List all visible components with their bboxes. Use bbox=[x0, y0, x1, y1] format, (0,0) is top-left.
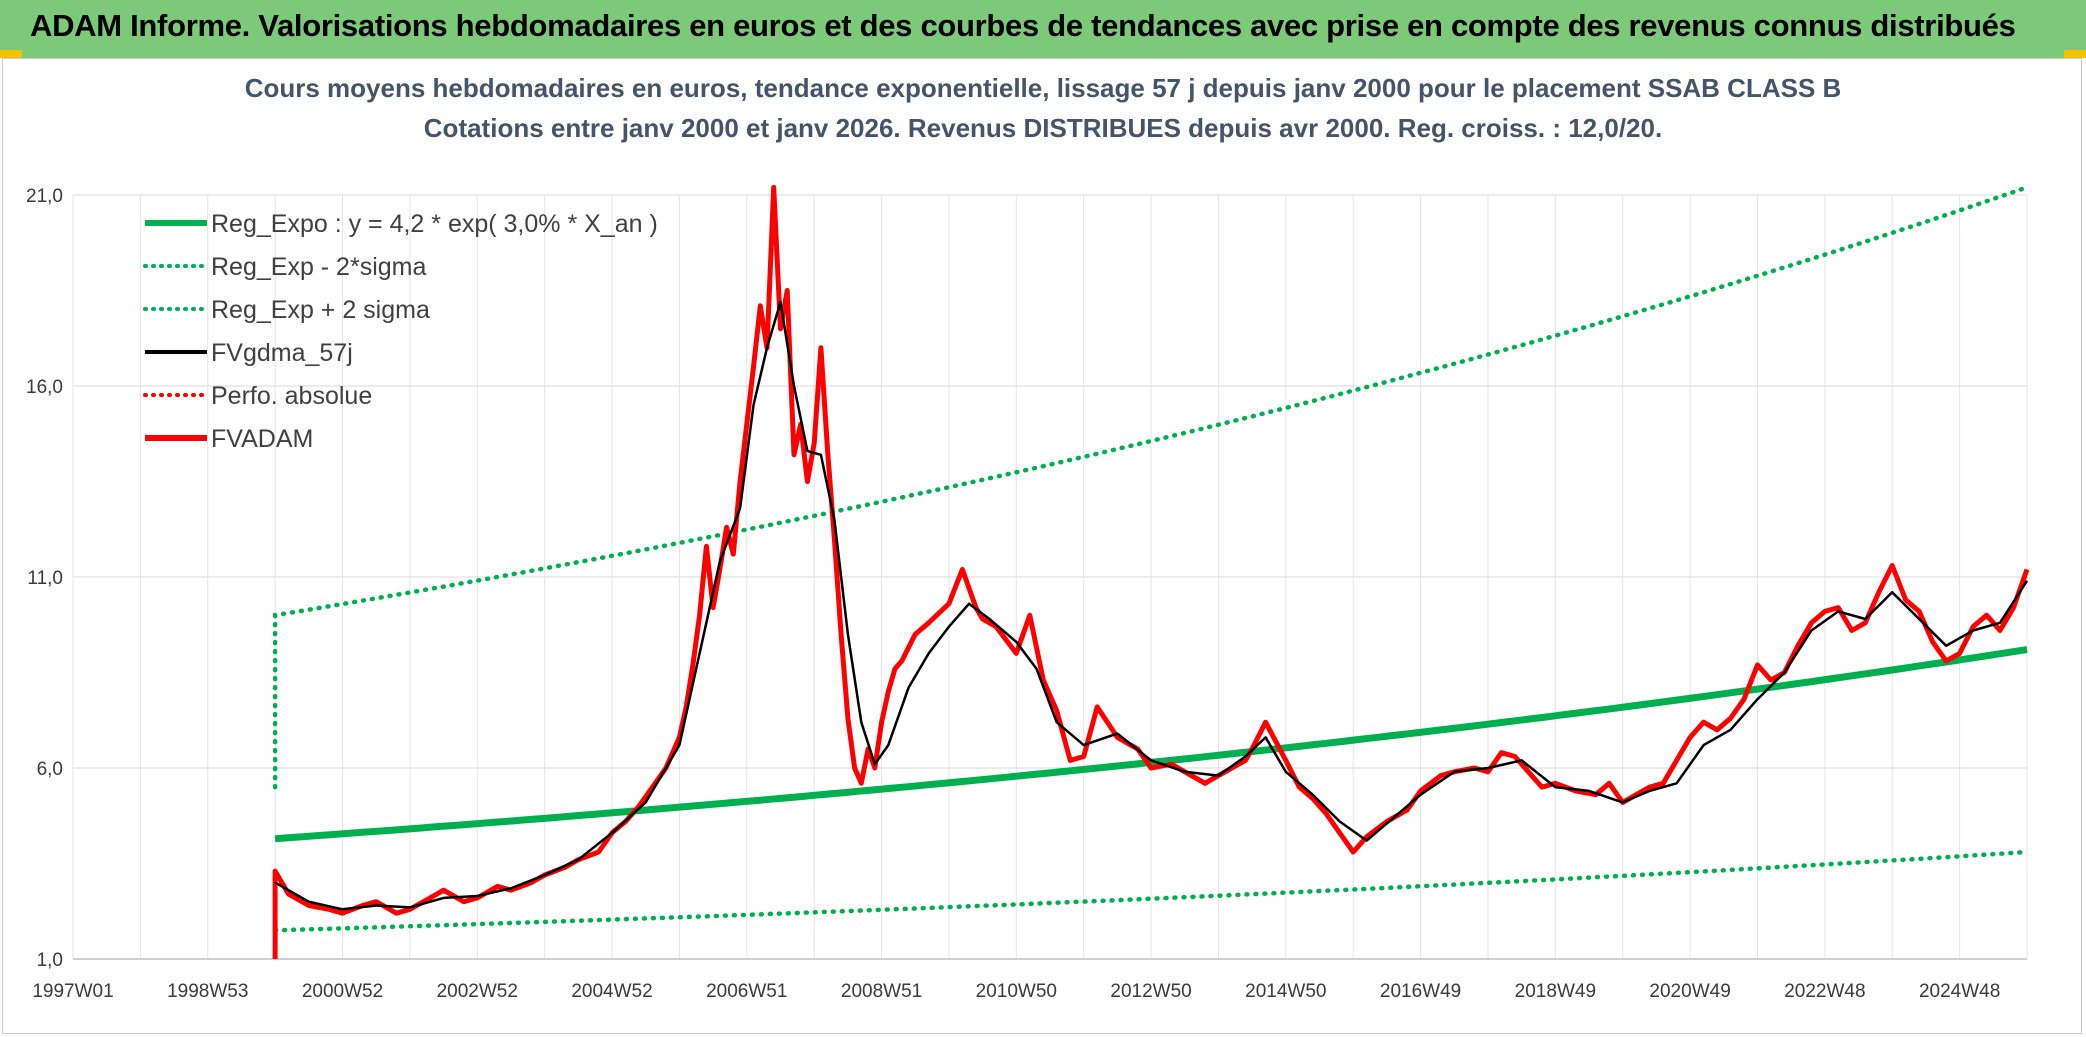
corner-accent-left bbox=[0, 50, 22, 58]
series-reg-expo bbox=[274, 646, 2028, 843]
x-tick-label: 2012W50 bbox=[1110, 981, 1191, 1002]
x-tick-label: 2018W49 bbox=[1515, 981, 1596, 1002]
series-group bbox=[272, 184, 2030, 960]
series-reg-exp-plus-2-sigma bbox=[272, 185, 2030, 790]
x-tick-label: 2014W50 bbox=[1245, 981, 1326, 1002]
x-tick-label: 2008W51 bbox=[841, 981, 922, 1002]
chart-title-line1: Cours moyens hebdomadaires en euros, ten… bbox=[245, 73, 1842, 103]
x-tick-label: 2000W52 bbox=[302, 981, 383, 1002]
chart-frame: Cours moyens hebdomadaires en euros, ten… bbox=[2, 58, 2082, 1034]
series-reg-exp-minus-2-sigma bbox=[272, 849, 2030, 933]
x-tick-label: 2006W51 bbox=[706, 981, 787, 1002]
x-tick-label: 1997W01 bbox=[32, 981, 113, 1002]
legend-label-high: Reg_Exp + 2 sigma bbox=[211, 296, 430, 324]
series-fvgdma-57j bbox=[274, 300, 2029, 911]
report-title: ADAM Informe. Valorisations hebdomadaire… bbox=[30, 8, 2016, 43]
report-banner: ADAM Informe. Valorisations hebdomadaire… bbox=[0, 0, 2086, 58]
line-chart: Cours moyens hebdomadaires en euros, ten… bbox=[26, 73, 2030, 1002]
y-tick-label: 16,0 bbox=[26, 377, 63, 398]
x-tick-label: 2016W49 bbox=[1380, 981, 1461, 1002]
corner-accent-right bbox=[2064, 50, 2086, 58]
x-tick-label: 2010W50 bbox=[976, 981, 1057, 1002]
y-tick-label: 11,0 bbox=[27, 568, 63, 589]
legend-label-reg: Reg_Expo : y = 4,2 * exp( 3,0% * X_an ) bbox=[211, 210, 658, 238]
series-fvadam bbox=[272, 184, 2030, 960]
y-tick-label: 1,0 bbox=[37, 950, 63, 971]
y-axis-ticks: 1,0 6,0 11,0 16,0 21,0 bbox=[26, 186, 63, 971]
x-axis-ticks: 1997W01 1998W53 2000W52 2002W52 2004W52 2006W… bbox=[32, 981, 2000, 1002]
x-tick-label: 2024W48 bbox=[1919, 981, 2000, 1002]
x-tick-label: 2004W52 bbox=[571, 981, 652, 1002]
x-tick-label: 2020W49 bbox=[1649, 981, 1730, 1002]
x-tick-label: 2002W52 bbox=[437, 981, 518, 1002]
legend-label-fv: FVADAM bbox=[211, 425, 313, 453]
y-tick-label: 21,0 bbox=[26, 186, 63, 207]
legend-label-ma: FVgdma_57j bbox=[211, 339, 353, 367]
chart-legend: Reg_Expo : y = 4,2 * exp( 3,0% * X_an ) R… bbox=[143, 210, 658, 453]
y-tick-label: 6,0 bbox=[37, 759, 63, 780]
legend-label-perf: Perfo. absolue bbox=[211, 382, 372, 410]
x-tick-label: 2022W48 bbox=[1784, 981, 1865, 1002]
x-tick-label: 1998W53 bbox=[167, 981, 248, 1002]
chart-title-line2: Cotations entre janv 2000 et janv 2026. … bbox=[424, 113, 1662, 143]
legend-label-low: Reg_Exp - 2*sigma bbox=[211, 253, 426, 281]
